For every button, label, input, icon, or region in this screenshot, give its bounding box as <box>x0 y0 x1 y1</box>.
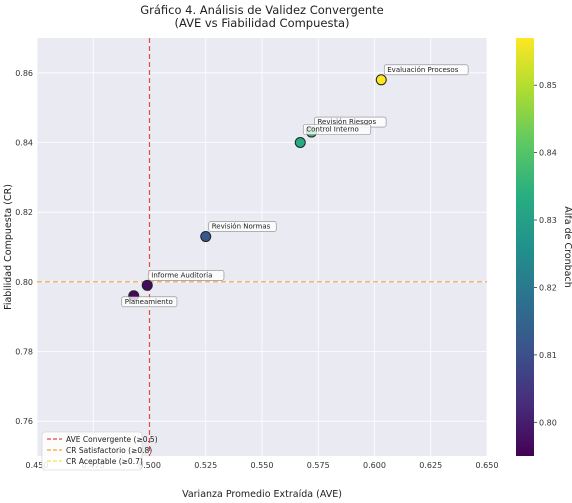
point-label-box <box>383 64 469 76</box>
point-label-box <box>302 124 372 135</box>
x-tick-label: 0.550 <box>251 461 274 470</box>
colorbar-tick-label: 0.82 <box>539 283 557 292</box>
data-point <box>141 279 153 291</box>
legend-label: CR Satisfactorio (≥0.8) <box>66 446 152 455</box>
reference-lines <box>37 38 487 456</box>
point-label: Informe Auditoría <box>151 271 212 279</box>
y-tick-label: 0.78 <box>15 348 33 357</box>
point-label: Revisión Normas <box>212 223 271 231</box>
point-label: Revisión Riesgos <box>318 118 377 126</box>
data-point <box>375 74 387 86</box>
x-tick-label: 0.525 <box>194 461 217 470</box>
colorbar-tick-label: 0.80 <box>539 418 557 427</box>
chart-title: Gráfico 4. Análisis de Validez Convergen… <box>140 3 384 17</box>
x-tick-label: 0.650 <box>476 461 499 470</box>
x-tick-label: 0.575 <box>307 461 330 470</box>
data-point <box>294 137 306 148</box>
x-tick-label: 0.600 <box>363 461 386 470</box>
y-tick-labels: 0.76 0.78 0.80 0.82 0.84 0.86 <box>15 69 33 426</box>
chart-subtitle: (AVE vs Fiabilidad Compuesta) <box>174 16 349 30</box>
y-tick-label: 0.80 <box>15 278 33 287</box>
colorbar-tick-label: 0.84 <box>539 149 557 158</box>
y-tick-label: 0.86 <box>15 69 33 78</box>
colorbar-label: Alfa de Cronbach <box>562 206 572 287</box>
x-tick-label: 0.625 <box>419 461 442 470</box>
point-label-box <box>121 296 178 308</box>
x-axis-label: Varianza Promedio Extraída (AVE) <box>182 489 342 500</box>
point-label: Control Interno <box>306 126 359 134</box>
y-tick-label: 0.82 <box>15 208 33 217</box>
legend-label: CR Aceptable (≥0.7) <box>66 457 143 466</box>
x-tick-label: 0.450 <box>26 461 49 470</box>
x-tick-label: 0.500 <box>138 461 161 470</box>
point-label-box <box>208 221 277 232</box>
colorbar-tick-label: 0.83 <box>539 216 557 225</box>
colorbar-tick-label: 0.85 <box>539 81 557 90</box>
y-tick-label: 0.76 <box>15 417 33 426</box>
y-axis-label: Fiabilidad Compuesta (CR) <box>3 184 14 310</box>
point-labels: Evaluación Procesos Revisión RiesgosContr… <box>121 64 469 308</box>
colorbar <box>516 38 534 456</box>
colorbar-tick-label: 0.81 <box>539 351 557 360</box>
colorbar-ticks: 0.80 0.81 0.82 0.83 0.84 0.85 <box>534 81 557 427</box>
legend: AVE Convergente (≥0.5) CR Satisfactorio (… <box>41 431 158 471</box>
legend-label: AVE Convergente (≥0.5) <box>66 435 158 444</box>
legend-box <box>41 431 143 471</box>
point-label: Evaluación Procesos <box>387 66 458 74</box>
data-point <box>200 231 212 243</box>
point-label: Planeamiento <box>125 298 173 306</box>
y-tick-label: 0.84 <box>15 139 33 148</box>
point-label-box <box>147 270 225 281</box>
grid <box>36 38 488 456</box>
